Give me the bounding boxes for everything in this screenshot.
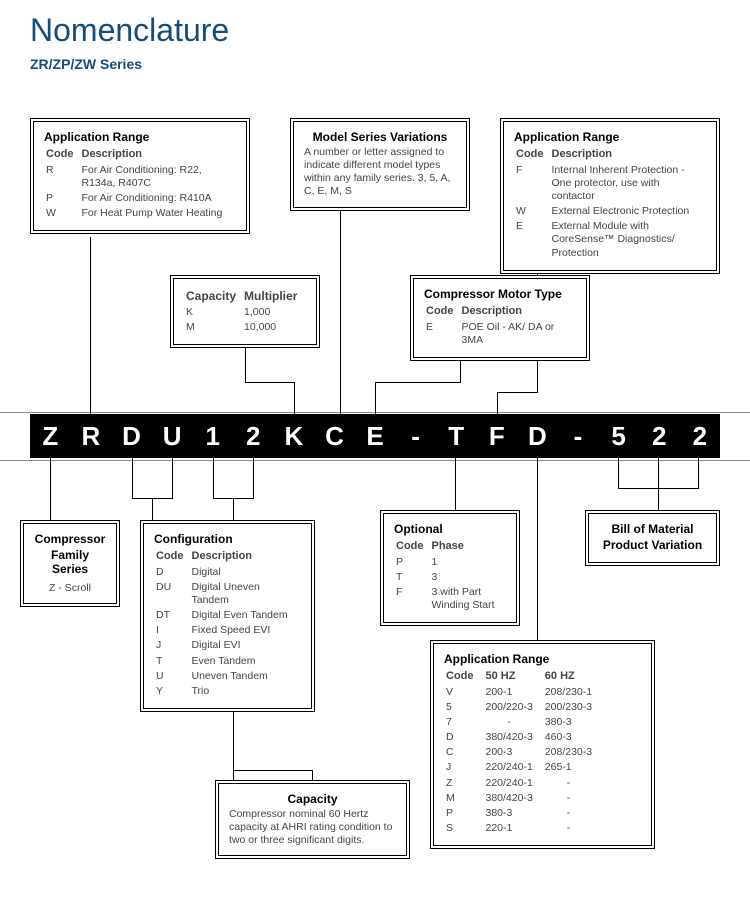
box-capacity: Capacity Compressor nominal 60 Hertz cap… <box>215 780 410 859</box>
box-title: Compressor Motor Type <box>424 287 576 301</box>
box-title: Compressor <box>34 532 106 546</box>
page-title: Nomenclature <box>30 12 229 49</box>
model-char: C <box>314 414 355 458</box>
box-title: Family Series <box>34 548 106 576</box>
config-table: CodeDescription DDigital DUDigital Uneve… <box>154 548 301 700</box>
box-capacity-multiplier: CapacityMultiplier K1,000 M10,000 <box>170 275 320 348</box>
app-range-bot-table: Code50 HZ60 HZ V200-1208/230-1 5200/220-… <box>444 668 604 837</box>
box-application-range-top2: Application Range CodeDescription FInter… <box>500 118 720 274</box>
model-char: R <box>71 414 112 458</box>
model-char: D <box>517 414 558 458</box>
model-char: 2 <box>680 414 721 458</box>
model-char: 2 <box>233 414 274 458</box>
page-subtitle: ZR/ZP/ZW Series <box>30 56 142 72</box>
model-char: 5 <box>598 414 639 458</box>
box-text: Compressor nominal 60 Hertz capacity at … <box>229 808 396 847</box>
app-range-top2-table: CodeDescription FInternal Inherent Prote… <box>514 146 706 262</box>
box-title: Application Range <box>44 130 236 144</box>
box-text: Z - Scroll <box>34 582 106 595</box>
box-bom: Bill of Material Product Variation <box>585 510 720 566</box>
box-configuration: Configuration CodeDescription DDigital D… <box>140 520 315 712</box>
box-motor-type: Compressor Motor Type CodeDescription EP… <box>410 275 590 361</box>
model-char: Z <box>30 414 71 458</box>
app-range-top-table: CodeDescription RFor Air Conditioning: R… <box>44 146 236 222</box>
optional-table: CodePhase P1 T3 F3 with Part Winding Sta… <box>394 538 506 614</box>
box-title: Model Series Variations <box>304 130 456 144</box>
box-optional: Optional CodePhase P1 T3 F3 with Part Wi… <box>380 510 520 626</box>
box-title: Capacity <box>229 792 396 806</box>
box-title: Bill of Material <box>599 522 706 536</box>
box-title: Application Range <box>514 130 706 144</box>
model-char: U <box>152 414 193 458</box>
motor-type-table: CodeDescription EPOE Oil - AK/ DA or 3MA <box>424 303 576 349</box>
model-bar: Z R D U 1 2 K C E - T F D - 5 2 2 <box>30 414 720 458</box>
box-title: Application Range <box>444 652 641 666</box>
box-family-series: Compressor Family Series Z - Scroll <box>20 520 120 607</box>
model-char: F <box>477 414 518 458</box>
model-char: E <box>355 414 396 458</box>
model-char: 1 <box>192 414 233 458</box>
capacity-mult-table: CapacityMultiplier K1,000 M10,000 <box>184 287 305 336</box>
box-title: Configuration <box>154 532 301 546</box>
box-series-variations: Model Series Variations A number or lett… <box>290 118 470 211</box>
box-text: A number or letter assigned to indicate … <box>304 146 456 199</box>
box-application-range-top: Application Range CodeDescription RFor A… <box>30 118 250 234</box>
box-title: Product Variation <box>599 538 706 552</box>
model-char: D <box>111 414 152 458</box>
divider-bottom <box>0 460 750 461</box>
model-char: 2 <box>639 414 680 458</box>
model-char: - <box>558 414 599 458</box>
box-application-range-bottom: Application Range Code50 HZ60 HZ V200-12… <box>430 640 655 849</box>
model-char: T <box>436 414 477 458</box>
box-title: Optional <box>394 522 506 536</box>
model-char: - <box>395 414 436 458</box>
model-char: K <box>274 414 315 458</box>
